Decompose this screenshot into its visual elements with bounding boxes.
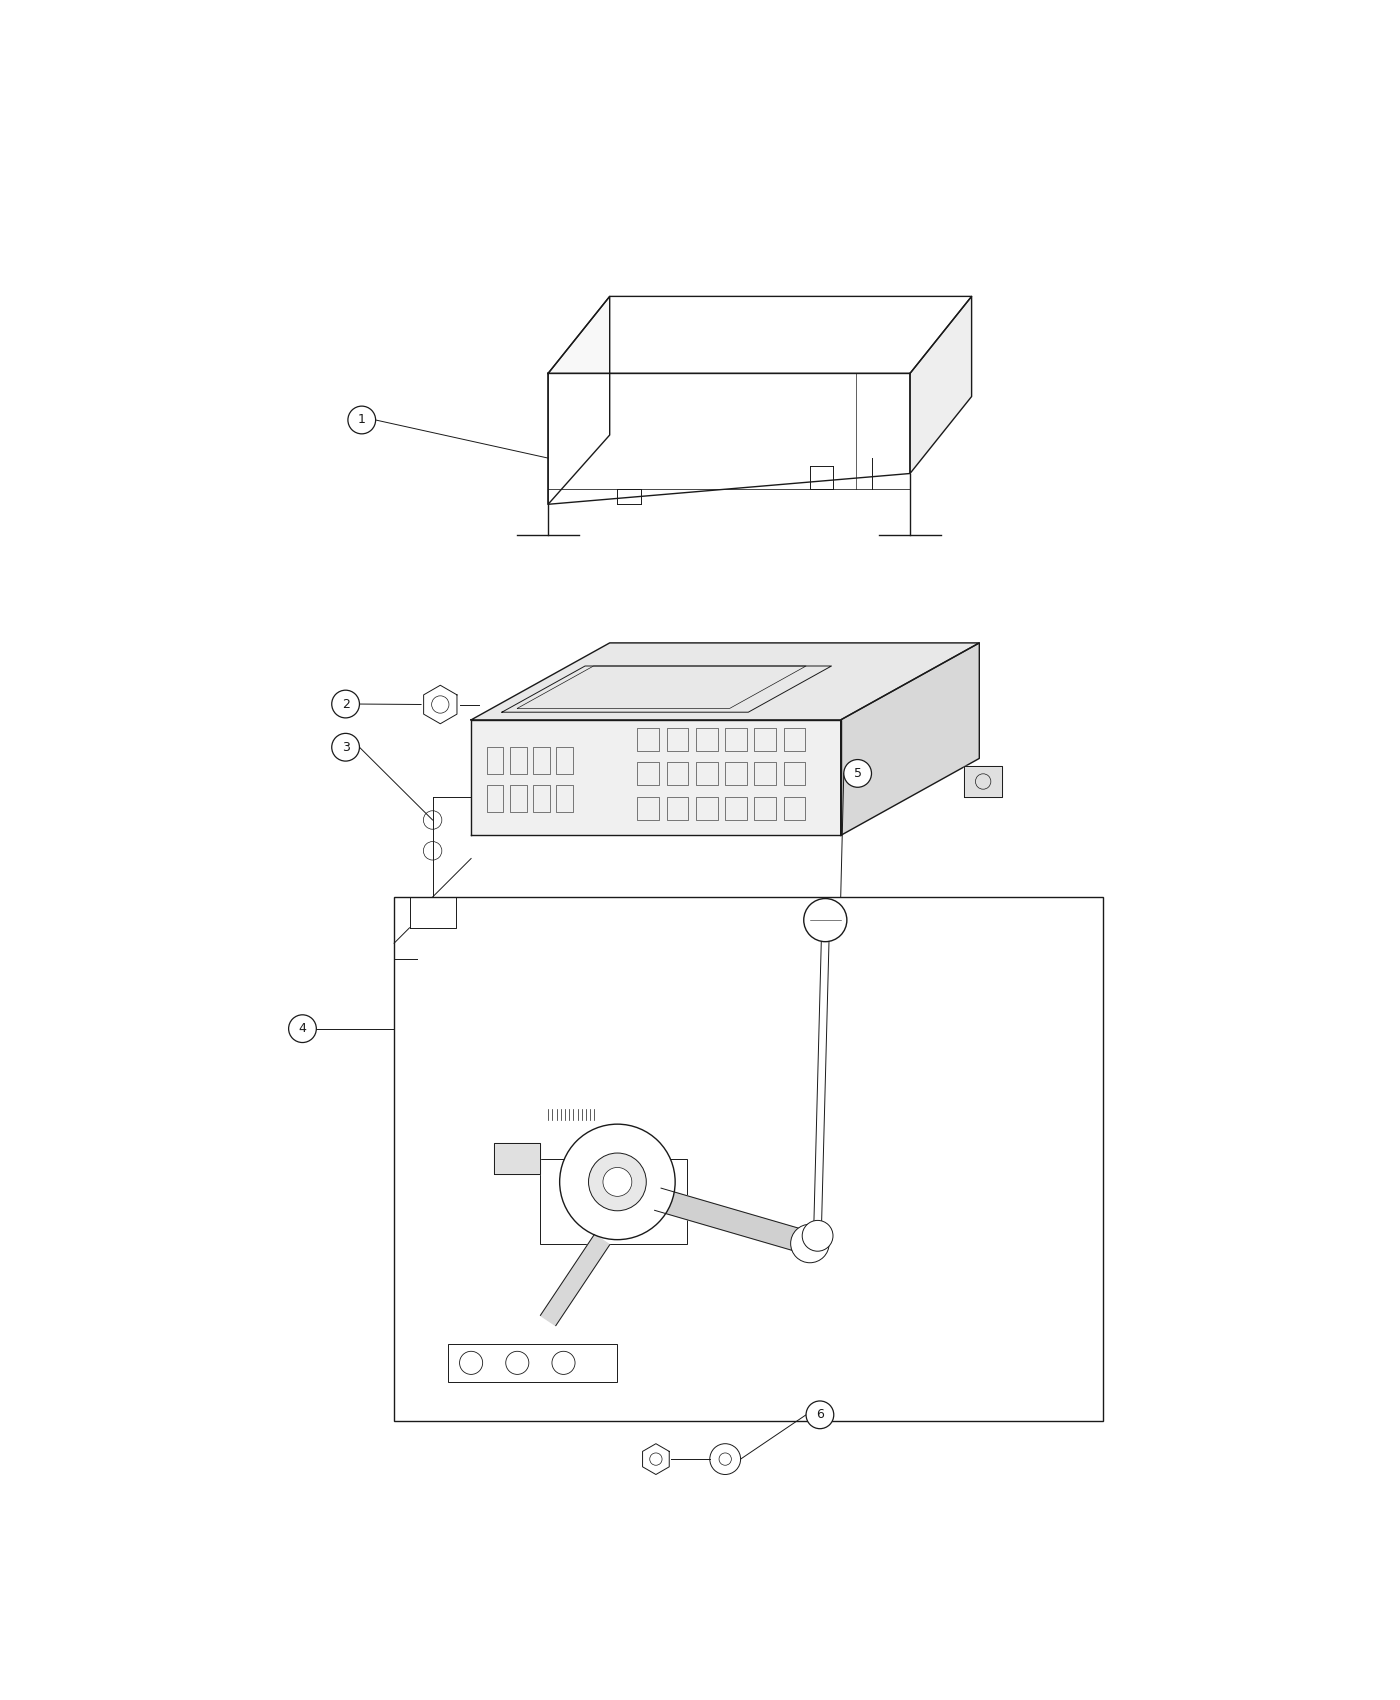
Text: 6: 6 bbox=[816, 1408, 823, 1421]
Polygon shape bbox=[643, 1443, 669, 1474]
Bar bbox=[637, 762, 659, 785]
Polygon shape bbox=[549, 296, 972, 374]
Polygon shape bbox=[840, 643, 980, 835]
Circle shape bbox=[804, 899, 847, 942]
Polygon shape bbox=[549, 296, 610, 505]
Bar bbox=[510, 746, 526, 774]
Circle shape bbox=[459, 1352, 483, 1374]
Bar bbox=[448, 1343, 617, 1382]
Bar bbox=[755, 762, 776, 785]
Bar bbox=[725, 762, 746, 785]
Bar bbox=[487, 785, 504, 813]
Circle shape bbox=[347, 406, 375, 434]
Circle shape bbox=[505, 1352, 529, 1374]
Bar bbox=[510, 785, 526, 813]
Bar bbox=[556, 785, 573, 813]
Bar bbox=[532, 785, 550, 813]
Text: 5: 5 bbox=[854, 767, 861, 780]
Bar bbox=[784, 762, 805, 785]
Circle shape bbox=[791, 1224, 829, 1263]
Bar bbox=[696, 797, 717, 819]
Bar bbox=[532, 746, 550, 774]
Text: 4: 4 bbox=[298, 1022, 307, 1035]
Circle shape bbox=[806, 1401, 834, 1428]
Bar bbox=[696, 762, 717, 785]
Bar bbox=[540, 1159, 687, 1243]
Bar bbox=[784, 797, 805, 819]
Circle shape bbox=[552, 1352, 575, 1374]
Bar bbox=[755, 728, 776, 751]
Bar bbox=[637, 728, 659, 751]
Polygon shape bbox=[910, 296, 972, 474]
Polygon shape bbox=[540, 1234, 609, 1326]
Circle shape bbox=[332, 733, 360, 762]
Bar bbox=[696, 728, 717, 751]
Bar bbox=[666, 762, 689, 785]
Text: 3: 3 bbox=[342, 741, 350, 753]
Circle shape bbox=[603, 1168, 631, 1197]
Polygon shape bbox=[655, 1188, 813, 1255]
Bar bbox=[637, 797, 659, 819]
Bar bbox=[666, 797, 689, 819]
Bar bbox=[556, 746, 573, 774]
Circle shape bbox=[710, 1443, 741, 1474]
Circle shape bbox=[560, 1124, 675, 1239]
Circle shape bbox=[288, 1015, 316, 1042]
Text: 1: 1 bbox=[358, 413, 365, 427]
Polygon shape bbox=[470, 719, 840, 835]
Bar bbox=[725, 728, 746, 751]
Circle shape bbox=[332, 690, 360, 717]
Polygon shape bbox=[963, 767, 1002, 797]
Bar bbox=[395, 898, 1103, 1421]
Text: 2: 2 bbox=[342, 697, 350, 711]
Bar bbox=[755, 797, 776, 819]
Polygon shape bbox=[549, 374, 910, 505]
Bar bbox=[487, 746, 504, 774]
Polygon shape bbox=[470, 643, 980, 719]
Bar bbox=[666, 728, 689, 751]
Polygon shape bbox=[424, 685, 456, 724]
Circle shape bbox=[844, 760, 871, 787]
Bar bbox=[784, 728, 805, 751]
Bar bbox=[725, 797, 746, 819]
Circle shape bbox=[588, 1153, 647, 1210]
Circle shape bbox=[802, 1221, 833, 1251]
Polygon shape bbox=[494, 1144, 540, 1175]
